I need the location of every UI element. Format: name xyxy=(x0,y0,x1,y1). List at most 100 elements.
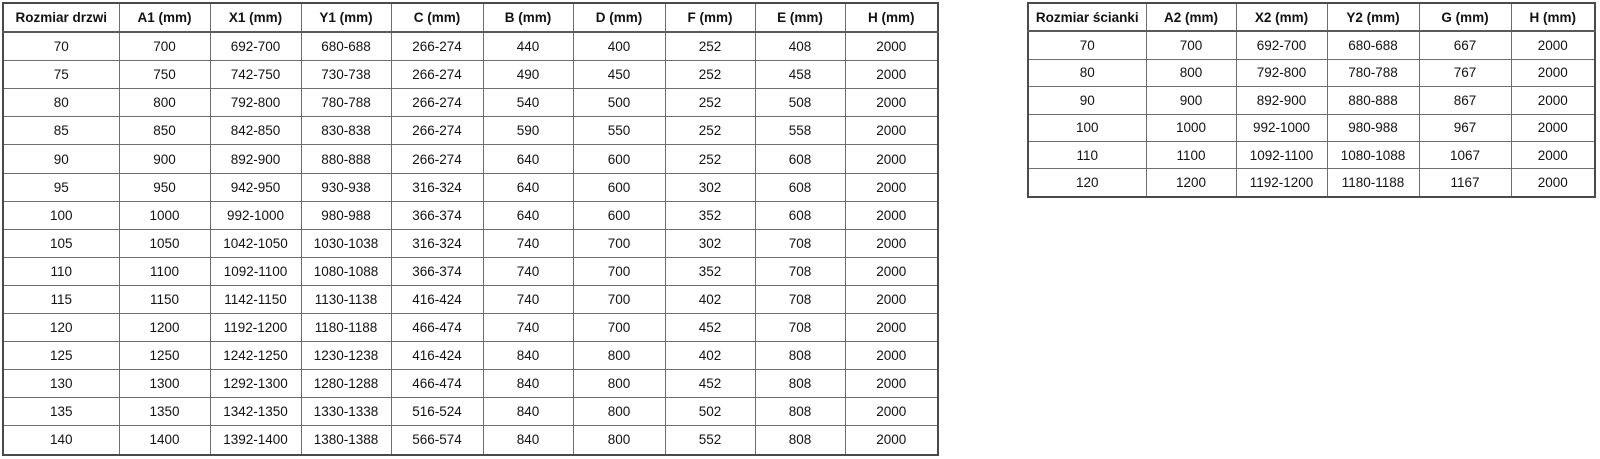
table-cell: 840 xyxy=(482,397,574,427)
table-row: 125 1250 1242-1250 1230-1238 416-424 840 800 40… xyxy=(2,341,939,371)
table-cell: 792-800 xyxy=(1235,58,1328,88)
table-cell: 408 xyxy=(754,31,846,62)
table-cell: 1080-1088 xyxy=(1326,140,1420,170)
table-row: 100 1000 992-1000 980-988 967 2000 xyxy=(1027,113,1596,142)
column-header: H (mm) xyxy=(1510,2,1596,33)
table-cell: 1200 xyxy=(1145,168,1237,198)
column-header: H (mm) xyxy=(844,2,939,34)
table-cell: 1100 xyxy=(118,256,211,286)
table-cell: 558 xyxy=(754,116,846,146)
table-cell: 115 xyxy=(2,284,120,315)
table-cell: 740 xyxy=(482,313,574,343)
table-cell: 900 xyxy=(1145,86,1237,115)
table-cell: 302 xyxy=(664,172,756,202)
table-cell: 700 xyxy=(118,31,211,62)
table-cell: 550 xyxy=(572,116,666,146)
table-cell: 800 xyxy=(572,425,666,455)
table-cell: 692-700 xyxy=(209,31,302,62)
table-row: 70 700 692-700 680-688 266-274 440 400 252 408 20… xyxy=(2,31,939,62)
table-cell: 600 xyxy=(572,144,666,174)
table-cell: 808 xyxy=(754,369,846,399)
table-cell: 1242-1250 xyxy=(209,341,302,371)
table-cell: 708 xyxy=(754,313,846,343)
table-row: 70 700 692-700 680-688 667 2000 xyxy=(1027,30,1596,60)
table-cell: 352 xyxy=(664,200,756,230)
table-cell: 1167 xyxy=(1418,168,1512,198)
table-cell: 135 xyxy=(2,397,120,427)
table-cell: 2000 xyxy=(844,369,939,399)
table-row: 100 1000 992-1000 980-988 366-374 640 600 352 60… xyxy=(2,200,939,230)
table-cell: 2000 xyxy=(844,228,939,258)
column-header: G (mm) xyxy=(1418,2,1512,33)
table-cell: 402 xyxy=(664,341,756,371)
table-cell: 967 xyxy=(1418,113,1512,142)
table-cell: 80 xyxy=(1027,58,1147,88)
table-cell: 352 xyxy=(664,256,756,286)
table-row: 85 850 842-850 830-838 266-274 590 550 252 558 20… xyxy=(2,116,939,146)
table-cell: 900 xyxy=(118,144,211,174)
table-cell: 850 xyxy=(118,116,211,146)
table-cell: 700 xyxy=(572,256,666,286)
table-row: 90 900 892-900 880-888 266-274 640 600 252 608 20… xyxy=(2,144,939,174)
table-cell: 508 xyxy=(754,88,846,118)
table-cell: 980-988 xyxy=(1326,113,1420,142)
table-cell: 1142-1150 xyxy=(209,284,302,315)
table-cell: 1330-1338 xyxy=(300,397,392,427)
table-row: 110 1100 1092-1100 1080-1088 1067 2000 xyxy=(1027,140,1596,170)
table-cell: 1092-1100 xyxy=(1235,140,1328,170)
table-cell: 608 xyxy=(754,172,846,202)
table-cell: 1250 xyxy=(118,341,211,371)
column-header: Rozmiar ścianki xyxy=(1027,2,1147,33)
table-cell: 700 xyxy=(1145,30,1237,60)
table-cell: 2000 xyxy=(844,284,939,315)
table-cell: 70 xyxy=(1027,30,1147,60)
table-cell: 1300 xyxy=(118,369,211,399)
door-table-header-row: Rozmiar drzwi A1 (mm) X1 (mm) Y1 (mm) C (mm)… xyxy=(2,2,939,34)
table-cell: 2000 xyxy=(844,172,939,202)
table-cell: 1180-1188 xyxy=(300,313,392,343)
table-cell: 120 xyxy=(2,313,120,343)
column-header: Y2 (mm) xyxy=(1326,2,1420,33)
table-cell: 708 xyxy=(754,228,846,258)
table-cell: 502 xyxy=(664,397,756,427)
table-cell: 780-788 xyxy=(1326,58,1420,88)
table-cell: 930-938 xyxy=(300,172,392,202)
table-cell: 1150 xyxy=(118,284,211,315)
column-header: A1 (mm) xyxy=(118,2,211,34)
table-cell: 892-900 xyxy=(1235,86,1328,115)
table-cell: 700 xyxy=(572,284,666,315)
table-row: 75 750 742-750 730-738 266-274 490 450 252 458 20… xyxy=(2,60,939,90)
table-cell: 2000 xyxy=(844,144,939,174)
table-cell: 2000 xyxy=(1510,30,1596,60)
table-row: 90 900 892-900 880-888 867 2000 xyxy=(1027,86,1596,115)
table-cell: 130 xyxy=(2,369,120,399)
table-cell: 800 xyxy=(572,369,666,399)
table-cell: 2000 xyxy=(844,31,939,62)
table-cell: 490 xyxy=(482,60,574,90)
table-cell: 80 xyxy=(2,88,120,118)
table-cell: 452 xyxy=(664,313,756,343)
table-cell: 302 xyxy=(664,228,756,258)
table-cell: 2000 xyxy=(1510,168,1596,198)
table-cell: 1030-1038 xyxy=(300,228,392,258)
table-cell: 500 xyxy=(572,88,666,118)
table-cell: 252 xyxy=(664,88,756,118)
table-cell: 120 xyxy=(1027,168,1147,198)
wall-dimensions-table: Rozmiar ścianki A2 (mm) X2 (mm) Y2 (mm) G (m… xyxy=(1027,2,1596,198)
table-cell: 1192-1200 xyxy=(1235,168,1328,198)
table-cell: 640 xyxy=(482,172,574,202)
table-cell: 316-324 xyxy=(390,228,484,258)
table-cell: 516-524 xyxy=(390,397,484,427)
table-cell: 540 xyxy=(482,88,574,118)
column-header: X1 (mm) xyxy=(209,2,302,34)
table-cell: 708 xyxy=(754,284,846,315)
table-cell: 942-950 xyxy=(209,172,302,202)
table-cell: 692-700 xyxy=(1235,30,1328,60)
table-cell: 2000 xyxy=(844,397,939,427)
table-cell: 800 xyxy=(1145,58,1237,88)
column-header: A2 (mm) xyxy=(1145,2,1237,33)
table-cell: 792-800 xyxy=(209,88,302,118)
table-cell: 600 xyxy=(572,172,666,202)
table-cell: 608 xyxy=(754,200,846,230)
table-cell: 680-688 xyxy=(1326,30,1420,60)
